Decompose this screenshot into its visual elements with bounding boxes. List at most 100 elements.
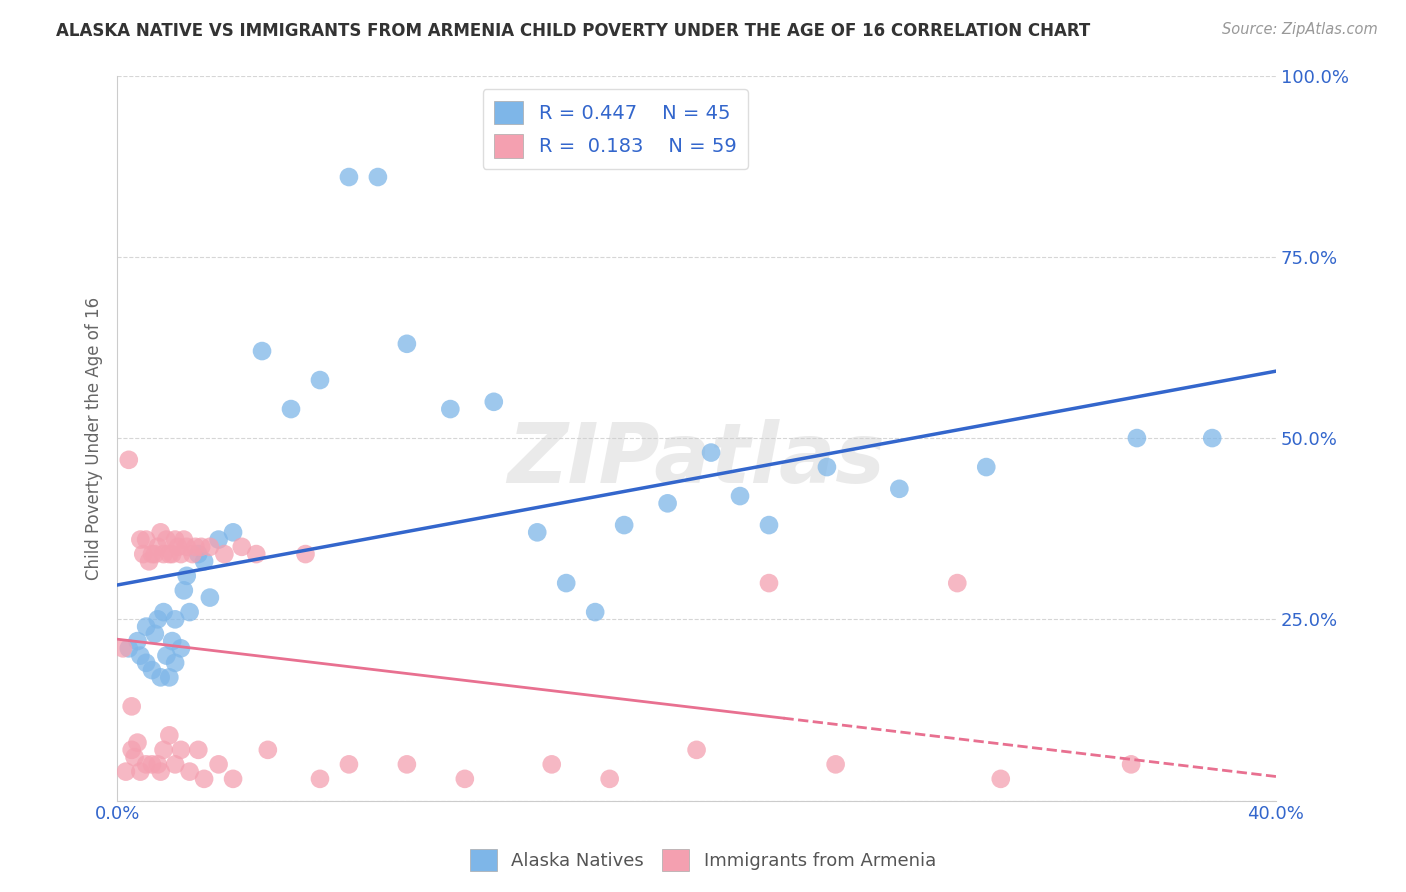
Point — [222, 525, 245, 540]
Point — [127, 634, 149, 648]
Point — [170, 547, 193, 561]
Point — [193, 772, 215, 786]
Point — [1126, 431, 1149, 445]
Point — [149, 764, 172, 779]
Point — [555, 576, 578, 591]
Point — [135, 533, 157, 547]
Point — [118, 452, 141, 467]
Point — [141, 757, 163, 772]
Point — [540, 757, 562, 772]
Point — [946, 576, 969, 591]
Point — [657, 496, 679, 510]
Point — [129, 533, 152, 547]
Point — [245, 547, 267, 561]
Point — [207, 533, 229, 547]
Point — [146, 757, 169, 772]
Point — [990, 772, 1012, 786]
Point — [121, 743, 143, 757]
Point — [173, 533, 195, 547]
Point — [294, 547, 316, 561]
Point — [129, 648, 152, 663]
Point — [187, 547, 209, 561]
Point — [256, 743, 278, 757]
Point — [250, 344, 273, 359]
Point — [157, 728, 180, 742]
Point — [685, 743, 707, 757]
Point — [179, 764, 201, 779]
Point — [165, 656, 187, 670]
Y-axis label: Child Poverty Under the Age of 16: Child Poverty Under the Age of 16 — [86, 296, 103, 580]
Point — [157, 547, 180, 561]
Point — [613, 518, 636, 533]
Point — [129, 764, 152, 779]
Point — [135, 619, 157, 633]
Text: ZIPatlas: ZIPatlas — [508, 419, 886, 500]
Point — [187, 743, 209, 757]
Point — [176, 540, 198, 554]
Point — [526, 525, 548, 540]
Point — [165, 612, 187, 626]
Point — [395, 336, 418, 351]
Point — [815, 460, 838, 475]
Point — [135, 757, 157, 772]
Point — [170, 641, 193, 656]
Point — [728, 489, 751, 503]
Point — [146, 540, 169, 554]
Point — [141, 663, 163, 677]
Point — [758, 576, 780, 591]
Point — [152, 547, 174, 561]
Point — [758, 518, 780, 533]
Point — [309, 772, 332, 786]
Point — [190, 540, 212, 554]
Point — [127, 736, 149, 750]
Point — [599, 772, 621, 786]
Point — [309, 373, 332, 387]
Point — [184, 540, 207, 554]
Point — [157, 670, 180, 684]
Point — [155, 648, 177, 663]
Point — [1201, 431, 1223, 445]
Point — [118, 641, 141, 656]
Text: Source: ZipAtlas.com: Source: ZipAtlas.com — [1222, 22, 1378, 37]
Point — [974, 460, 997, 475]
Point — [160, 634, 183, 648]
Point — [160, 547, 183, 561]
Point — [231, 540, 253, 554]
Point — [439, 402, 461, 417]
Point — [395, 757, 418, 772]
Point — [143, 547, 166, 561]
Point — [115, 764, 138, 779]
Point — [138, 554, 160, 568]
Point — [280, 402, 302, 417]
Point — [124, 750, 146, 764]
Point — [170, 743, 193, 757]
Point — [181, 547, 204, 561]
Point — [179, 605, 201, 619]
Point — [176, 569, 198, 583]
Point — [149, 525, 172, 540]
Point — [700, 445, 723, 459]
Point — [143, 627, 166, 641]
Point — [135, 656, 157, 670]
Point — [198, 540, 221, 554]
Point — [152, 743, 174, 757]
Point — [132, 547, 155, 561]
Point — [149, 670, 172, 684]
Point — [482, 394, 505, 409]
Point — [454, 772, 477, 786]
Point — [583, 605, 606, 619]
Text: ALASKA NATIVE VS IMMIGRANTS FROM ARMENIA CHILD POVERTY UNDER THE AGE OF 16 CORRE: ALASKA NATIVE VS IMMIGRANTS FROM ARMENIA… — [56, 22, 1091, 40]
Point — [165, 757, 187, 772]
Point — [367, 169, 389, 184]
Point — [167, 540, 190, 554]
Point — [193, 554, 215, 568]
Point — [141, 547, 163, 561]
Point — [165, 533, 187, 547]
Point — [1119, 757, 1142, 772]
Point — [121, 699, 143, 714]
Point — [111, 641, 134, 656]
Legend: R = 0.447    N = 45, R =  0.183    N = 59: R = 0.447 N = 45, R = 0.183 N = 59 — [482, 89, 748, 169]
Point — [155, 533, 177, 547]
Point — [198, 591, 221, 605]
Point — [337, 757, 360, 772]
